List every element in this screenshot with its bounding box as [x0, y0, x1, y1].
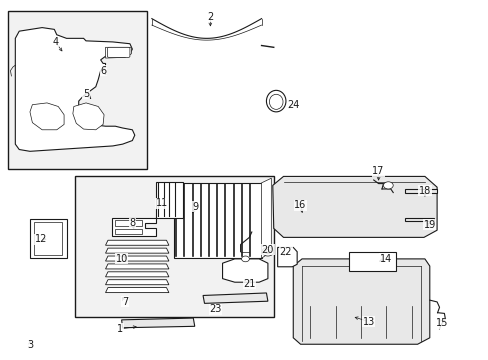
Text: 17: 17 — [372, 166, 384, 176]
Ellipse shape — [269, 94, 283, 109]
Text: 20: 20 — [261, 245, 274, 255]
Polygon shape — [105, 264, 168, 269]
Circle shape — [383, 182, 392, 189]
Text: 4: 4 — [52, 37, 58, 47]
Polygon shape — [73, 103, 104, 130]
Text: 1: 1 — [117, 324, 123, 334]
Text: 16: 16 — [294, 200, 306, 210]
Text: 24: 24 — [286, 100, 299, 110]
Text: 2: 2 — [207, 12, 213, 22]
Text: 15: 15 — [435, 319, 447, 328]
Text: 14: 14 — [379, 254, 391, 264]
Text: 5: 5 — [83, 89, 89, 99]
Bar — [405, 189, 436, 193]
Bar — [75, 176, 273, 318]
Polygon shape — [222, 259, 267, 282]
Polygon shape — [105, 240, 168, 245]
Bar — [115, 229, 142, 234]
Polygon shape — [272, 176, 436, 237]
Bar — [115, 220, 142, 226]
Text: 19: 19 — [423, 220, 435, 230]
Bar — [34, 222, 62, 255]
Bar — [8, 12, 147, 169]
Text: 3: 3 — [27, 340, 33, 350]
Circle shape — [264, 249, 270, 254]
Text: 8: 8 — [129, 218, 135, 228]
Polygon shape — [122, 318, 194, 328]
Polygon shape — [105, 272, 168, 277]
Text: 22: 22 — [279, 247, 292, 257]
Bar — [30, 219, 66, 258]
Polygon shape — [112, 218, 156, 235]
Text: 21: 21 — [243, 279, 255, 289]
Polygon shape — [105, 256, 168, 261]
Text: 12: 12 — [35, 234, 47, 244]
Ellipse shape — [266, 90, 285, 112]
Bar — [348, 252, 395, 271]
Bar — [156, 182, 182, 218]
Polygon shape — [105, 280, 168, 285]
Text: 23: 23 — [209, 304, 221, 314]
Text: 6: 6 — [100, 66, 106, 76]
Polygon shape — [261, 178, 271, 258]
Circle shape — [241, 256, 249, 262]
Text: 11: 11 — [155, 198, 167, 208]
Polygon shape — [105, 47, 131, 58]
Text: 18: 18 — [418, 186, 430, 196]
Bar — [173, 183, 261, 258]
Polygon shape — [105, 288, 168, 293]
Circle shape — [262, 247, 273, 256]
Text: 9: 9 — [192, 202, 199, 212]
Polygon shape — [203, 293, 267, 303]
Text: 7: 7 — [122, 297, 128, 307]
Polygon shape — [277, 247, 297, 267]
Polygon shape — [293, 259, 429, 344]
Text: 10: 10 — [115, 254, 127, 264]
Polygon shape — [30, 103, 64, 130]
Text: 13: 13 — [362, 317, 374, 327]
Bar — [405, 218, 433, 221]
Polygon shape — [15, 28, 135, 151]
Polygon shape — [105, 248, 168, 253]
FancyBboxPatch shape — [107, 47, 130, 57]
